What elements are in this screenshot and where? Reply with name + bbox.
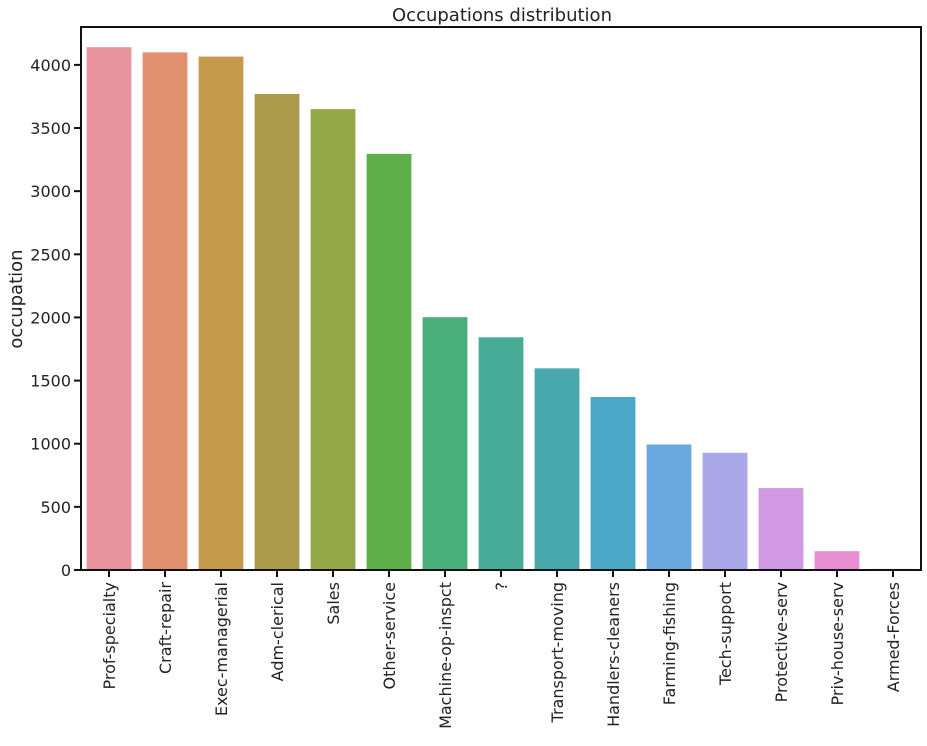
y-axis-title: occupation xyxy=(6,249,27,348)
bar-0 xyxy=(86,47,132,570)
bar-11 xyxy=(702,452,748,570)
x-tick-label-14: Armed-Forces xyxy=(884,582,903,692)
bar-6 xyxy=(422,317,468,570)
x-tick-label-0: Prof-specialty xyxy=(100,582,119,689)
y-tick-label-6: 3000 xyxy=(30,182,71,201)
x-tick-label-2: Exec-managerial xyxy=(212,582,231,716)
y-tick-label-5: 2500 xyxy=(30,245,71,264)
bar-5 xyxy=(366,153,412,570)
bars-group xyxy=(86,47,916,571)
plot-frame xyxy=(80,26,922,571)
x-tick-label-4: Sales xyxy=(324,582,343,625)
bar-7 xyxy=(478,337,524,570)
bar-10 xyxy=(646,444,692,570)
bar-4 xyxy=(310,109,356,571)
x-tick-label-13: Priv-house-serv xyxy=(828,582,847,705)
x-axis: Prof-specialty Craft-repair Exec-manageria… xyxy=(100,570,903,729)
bar-2 xyxy=(198,56,244,570)
y-tick-label-0: 0 xyxy=(61,561,71,580)
y-axis: 0 500 1000 1500 2000 2500 3000 3500 4000 xyxy=(30,56,81,580)
chart-title: Occupations distribution xyxy=(392,5,612,26)
x-tick-label-3: Adm-clerical xyxy=(268,582,287,681)
x-tick-label-1: Craft-repair xyxy=(156,582,175,674)
y-tick-label-7: 3500 xyxy=(30,119,71,138)
x-tick-label-5: Other-service xyxy=(380,582,399,690)
bar-9 xyxy=(590,396,636,570)
x-tick-label-11: Tech-support xyxy=(716,582,735,686)
bar-3 xyxy=(254,93,300,570)
x-tick-label-6: Machine-op-inspct xyxy=(436,582,455,729)
y-tick-label-3: 1500 xyxy=(30,372,71,391)
y-tick-label-1: 500 xyxy=(40,498,71,517)
x-tick-label-8: Transport-moving xyxy=(548,582,567,723)
x-tick-label-10: Farming-fishing xyxy=(660,582,679,705)
y-tick-label-8: 4000 xyxy=(30,56,71,75)
x-tick-label-7: ? xyxy=(492,582,511,591)
x-tick-label-9: Handlers-cleaners xyxy=(604,582,623,727)
bar-13 xyxy=(814,551,860,570)
bar-8 xyxy=(534,368,580,570)
x-tick-label-12: Protective-serv xyxy=(772,582,791,702)
bar-1 xyxy=(142,52,188,571)
bar-12 xyxy=(758,488,804,570)
y-tick-label-2: 1000 xyxy=(30,435,71,454)
y-tick-label-4: 2000 xyxy=(30,308,71,327)
